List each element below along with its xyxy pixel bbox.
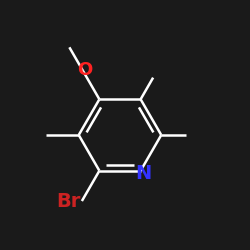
Text: Br: Br xyxy=(56,192,80,210)
Text: N: N xyxy=(136,164,152,183)
Text: O: O xyxy=(77,61,92,79)
